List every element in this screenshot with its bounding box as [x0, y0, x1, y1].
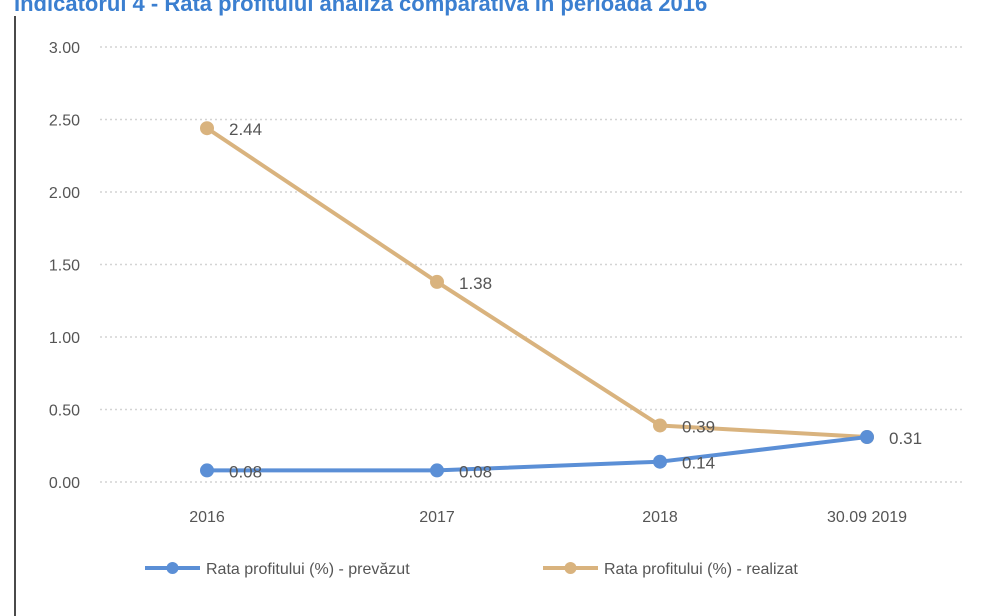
line-chart: 0.000.501.001.502.002.503.00 2016 2017 201…	[49, 40, 965, 578]
x-tick-label-3: 30.09 2019	[827, 509, 907, 526]
x-tick-label-0: 2016	[189, 509, 225, 526]
y-tick-label-6: 3.00	[49, 40, 80, 57]
data-label-1-2: 0.39	[682, 417, 715, 436]
legend-swatch-marker-1	[564, 562, 577, 574]
data-point-0-2	[653, 454, 667, 469]
data-label-0-0: 0.08	[229, 462, 262, 481]
series-line-1	[205, 126, 868, 440]
legend: Rata profitului (%) - prevăzut Rata profi…	[145, 561, 798, 578]
data-labels-layer: 0.08 0.08 0.14 2.44 1.38 0.39 0.31	[229, 120, 922, 481]
y-axis: 0.00 0.50 1.00 1.50 2.00 2.50 3.00	[49, 40, 80, 492]
data-point-0-1	[430, 463, 444, 478]
y-tick-label-1: 0.50	[49, 403, 80, 420]
data-label-0-1: 0.08	[459, 462, 492, 481]
y-tick-label-5: 2.50	[49, 113, 80, 130]
chart-title: Indicatorul 4 - Rata profitului analiză …	[14, 0, 708, 16]
x-tick-label-2: 2018	[642, 509, 678, 526]
x-axis: 2016 2017 2018 30.09 2019	[189, 509, 907, 526]
data-label-1-1: 1.38	[459, 274, 492, 293]
data-point-1-0	[200, 121, 214, 136]
data-point-1-1	[430, 274, 444, 289]
data-label-1-0: 2.44	[229, 120, 262, 139]
legend-label-1: Rata profitului (%) - realizat	[604, 561, 798, 578]
y-tick-label-2: 1.00	[49, 330, 80, 347]
data-label-0-2: 0.14	[682, 454, 715, 473]
x-tick-label-1: 2017	[419, 509, 455, 526]
data-label-1-3: 0.31	[889, 429, 922, 448]
data-point-0-0	[200, 463, 214, 478]
chart-frame: Indicatorul 4 - Rata profitului analiză …	[14, 0, 965, 616]
data-point-0-3	[860, 430, 874, 445]
gridlines	[100, 46, 965, 483]
chart-border	[14, 16, 989, 616]
legend-swatch-marker-0	[166, 562, 179, 574]
y-tick-label-0: 0.00	[49, 475, 80, 492]
legend-label-0: Rata profitului (%) - prevăzut	[206, 561, 410, 578]
y-tick-label-3: 1.50	[49, 258, 80, 275]
series-layer	[200, 121, 874, 478]
series-line-0	[207, 435, 868, 473]
y-tick-label-4: 2.00	[49, 185, 80, 202]
data-point-1-2	[653, 418, 667, 433]
